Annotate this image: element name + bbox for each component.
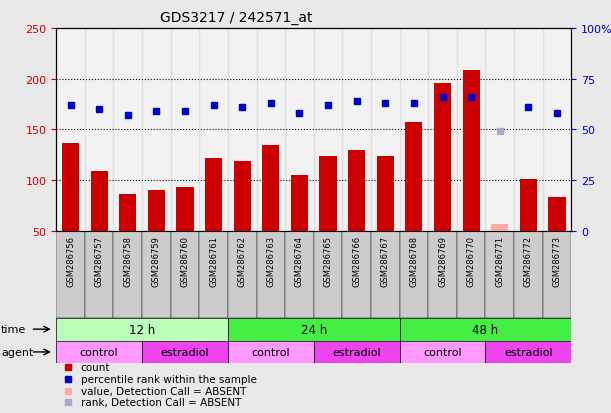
Bar [199, 231, 228, 318]
Bar [285, 29, 314, 231]
Bar [228, 29, 257, 231]
Text: GSM286768: GSM286768 [409, 236, 419, 287]
Text: GSM286756: GSM286756 [66, 236, 75, 287]
Bar [262, 145, 279, 231]
Text: GDS3217 / 242571_at: GDS3217 / 242571_at [160, 11, 313, 25]
Text: estradiol: estradiol [332, 347, 381, 357]
Bar [314, 341, 400, 363]
Bar [400, 318, 571, 341]
Bar [377, 157, 394, 231]
Bar [228, 341, 314, 363]
Bar [314, 231, 342, 318]
Bar [90, 171, 108, 231]
Bar [457, 29, 486, 231]
Bar [233, 161, 251, 231]
Bar [114, 231, 142, 318]
Bar [486, 341, 571, 363]
Bar [142, 341, 228, 363]
Text: GSM286767: GSM286767 [381, 236, 390, 287]
Bar [400, 341, 486, 363]
Text: control: control [252, 347, 290, 357]
Bar [56, 231, 85, 318]
Text: GSM286770: GSM286770 [467, 236, 475, 287]
Bar [342, 231, 371, 318]
Bar [85, 231, 114, 318]
Text: GSM286764: GSM286764 [295, 236, 304, 287]
Bar [371, 29, 400, 231]
Text: percentile rank within the sample: percentile rank within the sample [81, 374, 257, 384]
Bar [56, 318, 228, 341]
Text: 12 h: 12 h [129, 323, 155, 336]
Bar [405, 123, 422, 231]
Bar [170, 231, 199, 318]
Bar [514, 231, 543, 318]
Text: GSM286758: GSM286758 [123, 236, 132, 287]
Text: control: control [423, 347, 462, 357]
Bar [428, 231, 457, 318]
Bar [514, 29, 543, 231]
Bar [85, 29, 114, 231]
Text: GSM286763: GSM286763 [266, 236, 276, 287]
Bar [257, 231, 285, 318]
Text: estradiol: estradiol [504, 347, 553, 357]
Text: estradiol: estradiol [161, 347, 210, 357]
Bar [457, 231, 486, 318]
Bar [400, 29, 428, 231]
Text: time: time [1, 324, 26, 335]
Bar [228, 318, 400, 341]
Text: value, Detection Call = ABSENT: value, Detection Call = ABSENT [81, 386, 246, 396]
Bar [142, 231, 170, 318]
Bar [491, 224, 508, 231]
Text: agent: agent [1, 347, 34, 357]
Bar [342, 29, 371, 231]
Bar [228, 231, 257, 318]
Bar [199, 29, 228, 231]
Text: GSM286772: GSM286772 [524, 236, 533, 287]
Bar [428, 29, 457, 231]
Bar [142, 29, 170, 231]
Bar [314, 29, 342, 231]
Bar [291, 176, 308, 231]
Text: GSM286765: GSM286765 [324, 236, 332, 287]
Bar [486, 231, 514, 318]
Text: GSM286761: GSM286761 [209, 236, 218, 287]
Bar [463, 70, 480, 231]
Text: GSM286773: GSM286773 [552, 236, 562, 287]
Text: 24 h: 24 h [301, 323, 327, 336]
Bar [148, 191, 165, 231]
Text: GSM286760: GSM286760 [180, 236, 189, 287]
Text: 48 h: 48 h [472, 323, 499, 336]
Bar [257, 29, 285, 231]
Bar [205, 159, 222, 231]
Bar [170, 29, 199, 231]
Bar [56, 341, 142, 363]
Text: control: control [80, 347, 119, 357]
Text: GSM286771: GSM286771 [496, 236, 504, 287]
Bar [434, 83, 451, 231]
Text: GSM286757: GSM286757 [95, 236, 104, 287]
Text: rank, Detection Call = ABSENT: rank, Detection Call = ABSENT [81, 397, 241, 407]
Bar [400, 231, 428, 318]
Bar [114, 29, 142, 231]
Text: GSM286759: GSM286759 [152, 236, 161, 286]
Bar [543, 29, 571, 231]
Bar [285, 231, 314, 318]
Bar [348, 150, 365, 231]
Bar [320, 157, 337, 231]
Bar [62, 143, 79, 231]
Text: GSM286769: GSM286769 [438, 236, 447, 287]
Text: GSM286766: GSM286766 [352, 236, 361, 287]
Bar [520, 180, 537, 231]
Bar [486, 29, 514, 231]
Bar [371, 231, 400, 318]
Bar [56, 29, 85, 231]
Bar [549, 198, 566, 231]
Text: GSM286762: GSM286762 [238, 236, 247, 287]
Bar [543, 231, 571, 318]
Text: count: count [81, 363, 110, 373]
Bar [177, 188, 194, 231]
Bar [119, 195, 136, 231]
